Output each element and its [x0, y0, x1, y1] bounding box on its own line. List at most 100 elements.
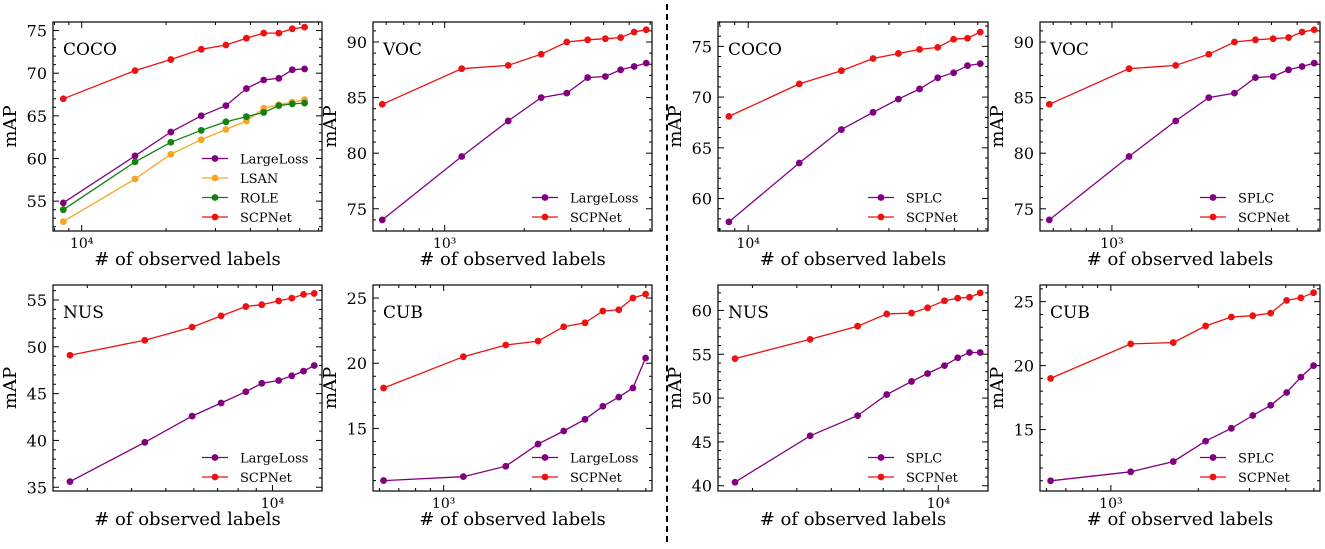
chart-panel-7: 40 45 50 55 60 10⁴# of observed labels mAP NUS S… [665, 284, 989, 530]
y-tick-label: 60 [27, 149, 47, 168]
chart-panel-4: 75 80 85 90 10³# of observed labels mAP VOC SPL… [987, 21, 1321, 270]
data-point-splc [1125, 153, 1133, 160]
data-point-largeloss [502, 462, 510, 470]
dataset-label: COCO [63, 40, 117, 60]
series-line-role [62, 102, 305, 211]
data-point-scpnet [924, 304, 931, 312]
data-point-splc [954, 354, 962, 362]
dataset-label: CUB [1050, 303, 1090, 323]
data-point-splc [1169, 458, 1177, 465]
legend: LargeLoss SCPNet [532, 192, 638, 226]
data-point-scpnet [581, 319, 589, 327]
data-point-splc [908, 378, 915, 385]
legend: LargeLoss SCPNet [202, 452, 308, 486]
data-point-scpnet [615, 306, 623, 314]
data-point-largeloss [504, 117, 512, 125]
y-tick-label: 25 [347, 289, 367, 308]
data-point-scpnet [260, 29, 268, 37]
y-tick-label: 45 [692, 433, 712, 452]
data-point-splc [725, 218, 733, 226]
series-line-splc [728, 62, 981, 223]
data-point-largeloss [560, 427, 568, 435]
series-line-scpnet [382, 29, 647, 105]
data-point-scpnet [563, 38, 571, 46]
data-point-splc [1045, 216, 1053, 224]
data-point-largeloss [310, 362, 318, 369]
plot-frame [372, 21, 653, 232]
y-tick-label: 45 [27, 385, 47, 404]
data-point-role [131, 158, 139, 166]
data-point-largeloss [260, 76, 268, 84]
data-point-largeloss [141, 438, 149, 446]
data-point-largeloss [222, 102, 230, 109]
data-point-role [288, 100, 296, 108]
data-point-scpnet [258, 301, 266, 309]
data-point-scpnet [1310, 289, 1317, 297]
data-point-largeloss [288, 66, 296, 74]
legend-marker [541, 454, 549, 461]
data-point-scpnet [883, 310, 891, 318]
chart-panel-6: 15 20 25 10³# of observed labels mAP CUB Large… [320, 284, 653, 530]
legend-marker [877, 194, 885, 201]
data-point-scpnet [300, 290, 307, 298]
data-point-splc [854, 412, 862, 420]
series-line-lsan [62, 98, 305, 223]
data-point-splc [1047, 477, 1055, 485]
data-point-largeloss [615, 393, 623, 401]
data-point-role [59, 206, 67, 214]
legend-marker [541, 194, 549, 201]
legend-label: SPLC [906, 452, 942, 467]
data-point-role [197, 126, 205, 134]
data-point-scpnet [141, 336, 149, 344]
panel-divider [666, 4, 668, 542]
legend-marker [211, 213, 219, 221]
data-point-scpnet [869, 55, 877, 62]
data-point-scpnet [242, 303, 250, 310]
data-point-scpnet [1297, 294, 1305, 302]
x-axis-label: # of observed labels [419, 509, 606, 530]
data-point-largeloss [197, 112, 205, 120]
data-point-scpnet [617, 34, 625, 41]
y-tick-label: 55 [692, 345, 712, 364]
series-line-scpnet [1050, 292, 1314, 379]
data-point-splc [869, 108, 877, 116]
data-point-scpnet [301, 23, 308, 31]
data-point-splc [1252, 74, 1259, 81]
data-point-lsan [197, 136, 205, 144]
plot-frame [1039, 284, 1321, 492]
data-point-scpnet [1172, 61, 1180, 69]
y-tick-label: 80 [347, 144, 367, 163]
data-point-splc [941, 362, 948, 370]
data-point-largeloss [131, 152, 139, 160]
series-line-largeloss [383, 357, 647, 482]
legend-label: ROLE [240, 192, 279, 207]
data-point-role [222, 118, 230, 126]
data-point-largeloss [59, 199, 67, 207]
data-point-scpnet [630, 28, 638, 36]
data-point-scpnet [584, 36, 592, 44]
data-point-largeloss [188, 412, 196, 420]
data-point-largeloss [66, 478, 74, 486]
y-tick-label: 40 [27, 431, 47, 450]
data-point-splc [1298, 63, 1306, 70]
data-point-splc [976, 60, 984, 67]
data-point-scpnet [1252, 36, 1259, 44]
chart-panel-5: 35 40 45 50 55 10⁴# of observed labels mAP NUS L… [0, 284, 323, 530]
x-axis-label: # of observed labels [760, 509, 947, 530]
data-point-largeloss [459, 473, 467, 481]
legend-marker [541, 473, 549, 481]
data-point-scpnet [725, 112, 733, 120]
data-point-role [243, 113, 250, 121]
data-point-scpnet [458, 65, 466, 73]
data-point-scpnet [288, 294, 296, 302]
legend-label: LargeLoss [570, 452, 638, 467]
data-point-splc [1205, 94, 1213, 101]
legend-marker [1209, 194, 1217, 201]
data-point-scpnet [934, 43, 942, 51]
plot-frame [52, 284, 323, 492]
y-axis-label: mAP [987, 367, 1008, 409]
data-point-scpnet [504, 61, 512, 69]
series-line-largeloss [69, 364, 315, 483]
data-point-scpnet [1249, 312, 1257, 320]
